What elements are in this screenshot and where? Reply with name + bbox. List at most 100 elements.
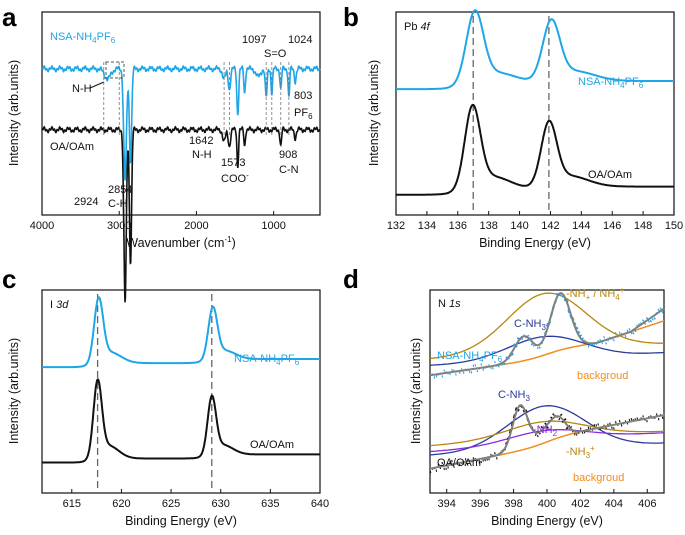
panel-letter-a: a [2,2,17,32]
panel-d-data-point [516,337,520,340]
panel-d-data-point [636,324,639,328]
panel-b-ylabel: Intensity (arb.units) [367,60,381,166]
panel-letter-d: d [343,264,359,294]
panel-d-data-point [514,407,518,412]
panel-c-tick-label: 635 [261,498,279,510]
panel-d-data-point [565,426,569,430]
panel-a-peak-1024: 1024 [288,34,312,46]
panel-d-data-point [510,352,514,356]
panel-d-data-point [512,343,516,347]
panel-d-label-nh2: -NH2 [533,424,558,438]
panel-d-data-point [661,310,664,314]
panel-c-tick-label: 615 [63,498,81,510]
panel-d-data-point [550,416,553,420]
panel-a-label-ch: C-H [108,198,128,210]
panel-b-tick-label: 138 [479,220,497,232]
panel-a-peak-2924: 2924 [74,196,98,208]
panel-b-tick-label: 144 [572,220,590,232]
panel-d-label-background-top: backgroud [577,370,628,382]
panel-d-data-point [641,319,645,322]
panel-a-frame [41,11,321,216]
panel-d-fit-envelope [429,292,665,377]
panel-b-tick-label: 140 [510,220,528,232]
panel-c-x-ticks: 615 620 625 630 635 640 [63,489,329,510]
panel-a-label-nh-low: N-H [192,149,212,161]
panel-b-title: Pb 4f [404,21,431,33]
panel-d-component [429,420,665,447]
panel-a: 4000 3000 2000 1000 NSA-NH4PF6 OA/OAm N-H 1… [7,11,321,303]
panel-c-series-nsa [42,296,320,369]
panel-d-data-point [643,322,647,326]
panel-a-label-cn: C-N [279,164,299,176]
panel-d-data-point [544,422,547,426]
panel-b-tick-label: 142 [541,220,559,232]
panel-c-legend-oaoam: OA/OAm [250,439,294,451]
panel-d-data-point [575,326,579,330]
panel-c-dashed-lines [96,294,213,489]
panel-d-label-cnh3-bottom: C-NH3 [498,389,531,403]
panel-d-label-background-bottom: backgroud [573,472,624,484]
panel-d-component [429,429,665,453]
panel-d-tick-label: 402 [571,498,589,510]
panel-b: 132 134 136 138 140 142 144 146 148 150 Pb 4f NSA… [367,9,683,250]
panel-a-x-ticks: 4000 3000 2000 1000 [30,211,286,232]
panel-d-data-point [546,426,549,429]
panel-b-frame [395,11,675,216]
panel-a-peak-1642: 1642 [189,135,213,147]
panel-d-group-nsa [429,292,665,379]
panel-d-group-oaoam [429,404,665,474]
panel-d-data-point [649,319,653,323]
panel-letter-c: c [2,264,16,294]
panel-d-fit-envelope [429,404,665,470]
panel-d-tick-label: 398 [504,498,522,510]
panel-d-data-point [630,331,633,335]
panel-a-peak-1097: 1097 [242,34,266,46]
panel-a-label-nh: N-H [72,83,92,95]
panel-a-series-nsa [41,64,321,181]
panel-d-data-point [634,329,637,333]
panel-d-data-point [563,418,567,421]
panel-a-legend-oaoam: OA/OAm [50,141,94,153]
panel-b-tick-label: 148 [634,220,652,232]
panel-d-data-point [532,344,536,347]
panel-b-xlabel: Binding Energy (eV) [479,236,591,250]
panel-letter-b: b [343,2,359,32]
panel-d-title: N 1s [438,298,461,310]
panel-c-xlabel: Binding Energy (eV) [125,514,237,528]
panel-d-data-point [501,362,504,366]
panel-d-data-point [638,323,641,326]
panel-a-tick-label: 3000 [107,220,131,232]
panel-d-data-point [647,320,651,323]
panel-a-peak-803: 803 [294,90,312,102]
panel-c-frame [41,289,321,494]
panel-d-data-point [645,316,649,320]
panel-d-ylabel: Intensity (arb.units) [409,338,423,444]
panel-a-xlabel: Wavenumber (cm-1) [126,235,235,250]
panel-c-tick-label: 625 [162,498,180,510]
panel-a-label-coo: COO- [221,171,249,185]
panel-d-data-point [555,292,559,296]
panel-d-tick-label: 404 [605,498,623,510]
panel-d-data-point [505,356,508,359]
panel-c-title: I 3d [50,299,69,311]
panel-b-legend-nsa: NSA-NH4PF6 [578,76,644,90]
panel-b-x-ticks: 132 134 136 138 140 142 144 146 148 150 [387,211,683,232]
panel-d-tick-label: 394 [438,498,456,510]
panel-a-tick-label: 2000 [184,220,208,232]
panel-d-data-point [569,425,573,429]
panel-d-data-point [579,334,583,338]
panel-d-data-point [526,334,530,338]
panel-a-nh-box [105,61,125,79]
panel-a-peak-908: 908 [279,149,297,161]
panel-a-label-so: S=O [264,48,287,60]
panel-d-data-point [540,425,543,429]
panel-d-label-cnh3-top: C-NH3 [514,318,547,332]
panel-d-data-point [503,362,506,366]
panel-c-ylabel: Intensity (arb.units) [7,338,21,444]
panel-d-legend-nsa: NSA-NH4PF6 [437,350,503,364]
panel-a-legend-nsa: NSA-NH4PF6 [50,31,116,45]
panel-c-tick-label: 620 [112,498,130,510]
panel-d-legend-oaoam: OA/OAm [437,457,481,469]
panel-c-tick-label: 640 [311,498,329,510]
panel-a-ylabel: Intensity (arb.units) [7,60,21,166]
